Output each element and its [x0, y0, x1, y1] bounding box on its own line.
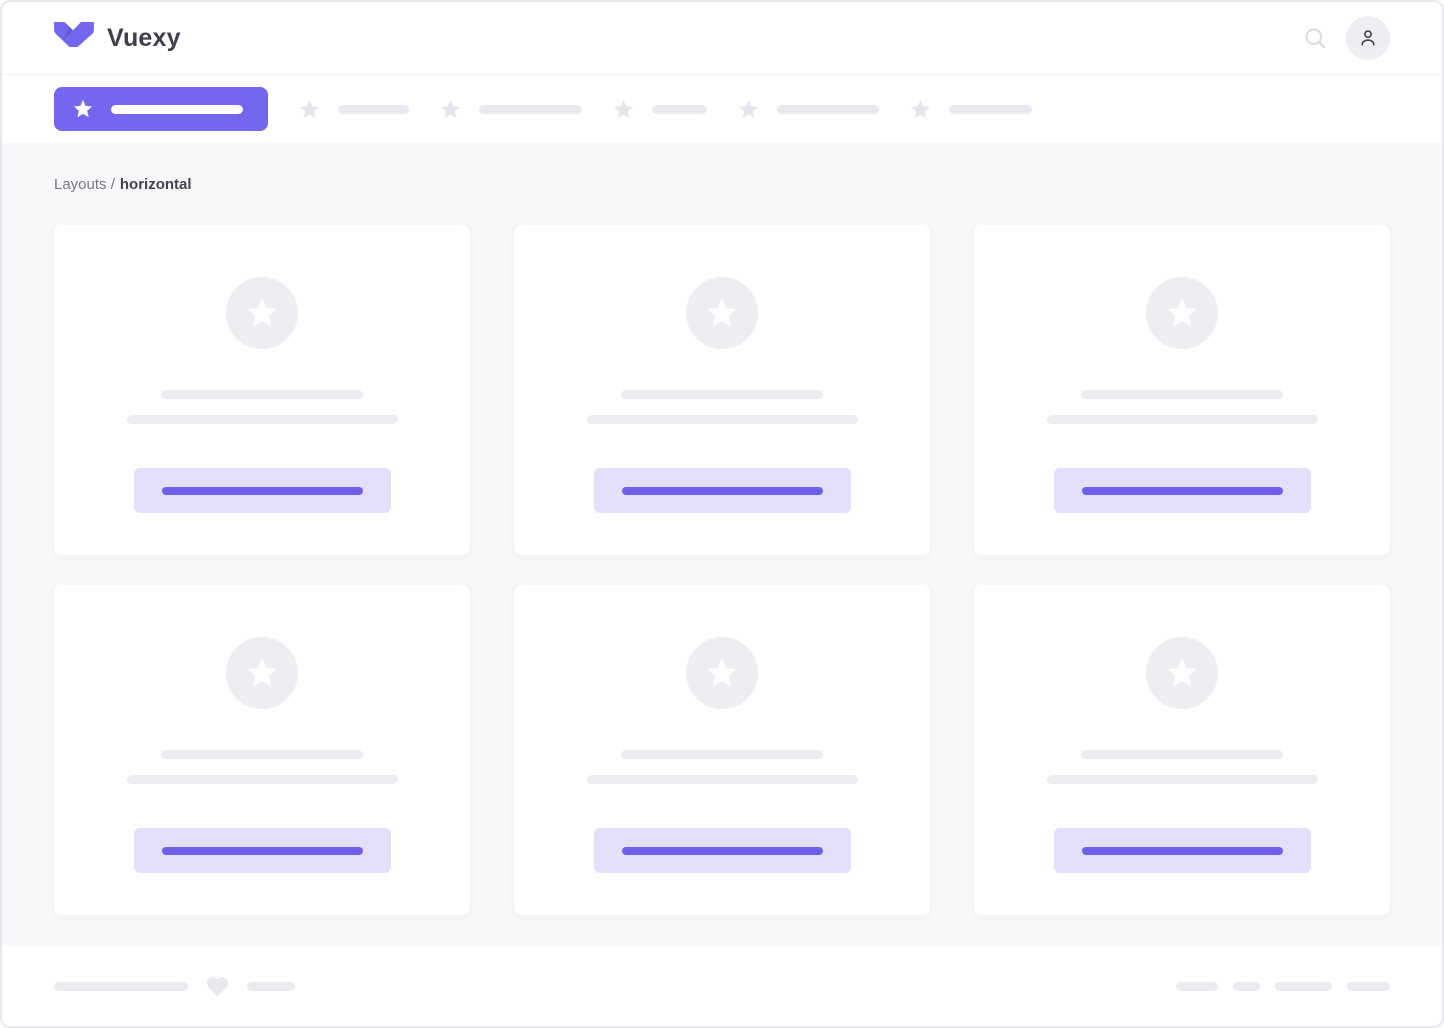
footer-links [1176, 981, 1390, 991]
text-placeholder [1046, 775, 1318, 784]
text-placeholder [1046, 415, 1318, 424]
card-action-button[interactable] [133, 828, 391, 873]
footer-left [54, 974, 295, 999]
brand-name: Vuexy [107, 23, 181, 52]
horizontal-navbar [2, 75, 1442, 143]
text-placeholder [586, 775, 858, 784]
star-icon [1164, 295, 1200, 331]
star-icon [298, 98, 321, 121]
footer-link-placeholder [1176, 981, 1218, 991]
nav-item-placeholder[interactable] [612, 98, 707, 121]
star-icon [244, 655, 280, 691]
card-grid [54, 225, 1390, 915]
app-header: Vuexy [2, 2, 1442, 75]
star-icon [612, 98, 635, 121]
star-icon [439, 98, 462, 121]
star-icon [244, 295, 280, 331]
nav-label-placeholder [949, 104, 1032, 114]
star-icon [704, 655, 740, 691]
star-icon [704, 295, 740, 331]
placeholder-card [974, 585, 1390, 915]
star-icon [737, 98, 760, 121]
nav-label-placeholder [338, 104, 409, 114]
star-icon [909, 98, 932, 121]
nav-item-active[interactable] [54, 87, 268, 131]
app-footer [2, 946, 1442, 1026]
nav-item-placeholder[interactable] [439, 98, 582, 121]
star-badge [1146, 277, 1218, 349]
content-area: Layouts / horizontal [2, 143, 1442, 946]
star-badge [686, 277, 758, 349]
nav-label-placeholder [479, 104, 582, 114]
card-action-button[interactable] [1053, 468, 1311, 513]
nav-label-placeholder [777, 104, 879, 114]
placeholder-card [514, 585, 930, 915]
breadcrumb-section: Layouts / [54, 176, 115, 193]
breadcrumb-page: horizontal [119, 176, 192, 193]
footer-link-placeholder [1275, 981, 1332, 991]
placeholder-card [54, 585, 470, 915]
text-placeholder [126, 415, 398, 424]
heart-icon [205, 974, 230, 999]
button-label-placeholder [161, 846, 363, 855]
placeholder-card [54, 225, 470, 555]
star-icon [72, 98, 94, 120]
star-badge [226, 637, 298, 709]
header-actions [1300, 16, 1390, 60]
user-avatar-icon [1357, 27, 1379, 49]
button-label-placeholder [621, 846, 823, 855]
breadcrumb: Layouts / horizontal [54, 143, 1390, 195]
text-placeholder [586, 415, 858, 424]
card-action-button[interactable] [593, 468, 851, 513]
text-placeholder [161, 390, 363, 399]
button-label-placeholder [1081, 486, 1283, 495]
button-label-placeholder [161, 486, 363, 495]
nav-item-placeholder[interactable] [909, 98, 1032, 121]
card-action-button[interactable] [133, 468, 391, 513]
text-placeholder [1081, 390, 1283, 399]
footer-link-placeholder [1347, 981, 1390, 991]
star-icon [1164, 655, 1200, 691]
text-placeholder [621, 390, 823, 399]
placeholder-card [514, 225, 930, 555]
star-badge [1146, 637, 1218, 709]
text-placeholder [161, 750, 363, 759]
button-label-placeholder [621, 486, 823, 495]
text-placeholder [126, 775, 398, 784]
footer-link-placeholder [1233, 981, 1260, 991]
user-avatar[interactable] [1346, 16, 1390, 60]
text-placeholder [621, 750, 823, 759]
button-label-placeholder [1081, 846, 1283, 855]
nav-item-placeholder[interactable] [737, 98, 879, 121]
brand-logo-link[interactable]: Vuexy [54, 21, 181, 55]
nav-label-placeholder [652, 104, 707, 114]
card-action-button[interactable] [593, 828, 851, 873]
search-icon[interactable] [1300, 23, 1330, 53]
star-badge [686, 637, 758, 709]
placeholder-card [974, 225, 1390, 555]
nav-item-placeholder[interactable] [298, 98, 409, 121]
card-action-button[interactable] [1053, 828, 1311, 873]
vuexy-v-logo-icon [54, 21, 94, 55]
nav-label-placeholder [111, 104, 243, 114]
star-badge [226, 277, 298, 349]
text-placeholder [1081, 750, 1283, 759]
footer-text-placeholder [247, 981, 295, 991]
footer-text-placeholder [54, 981, 188, 991]
